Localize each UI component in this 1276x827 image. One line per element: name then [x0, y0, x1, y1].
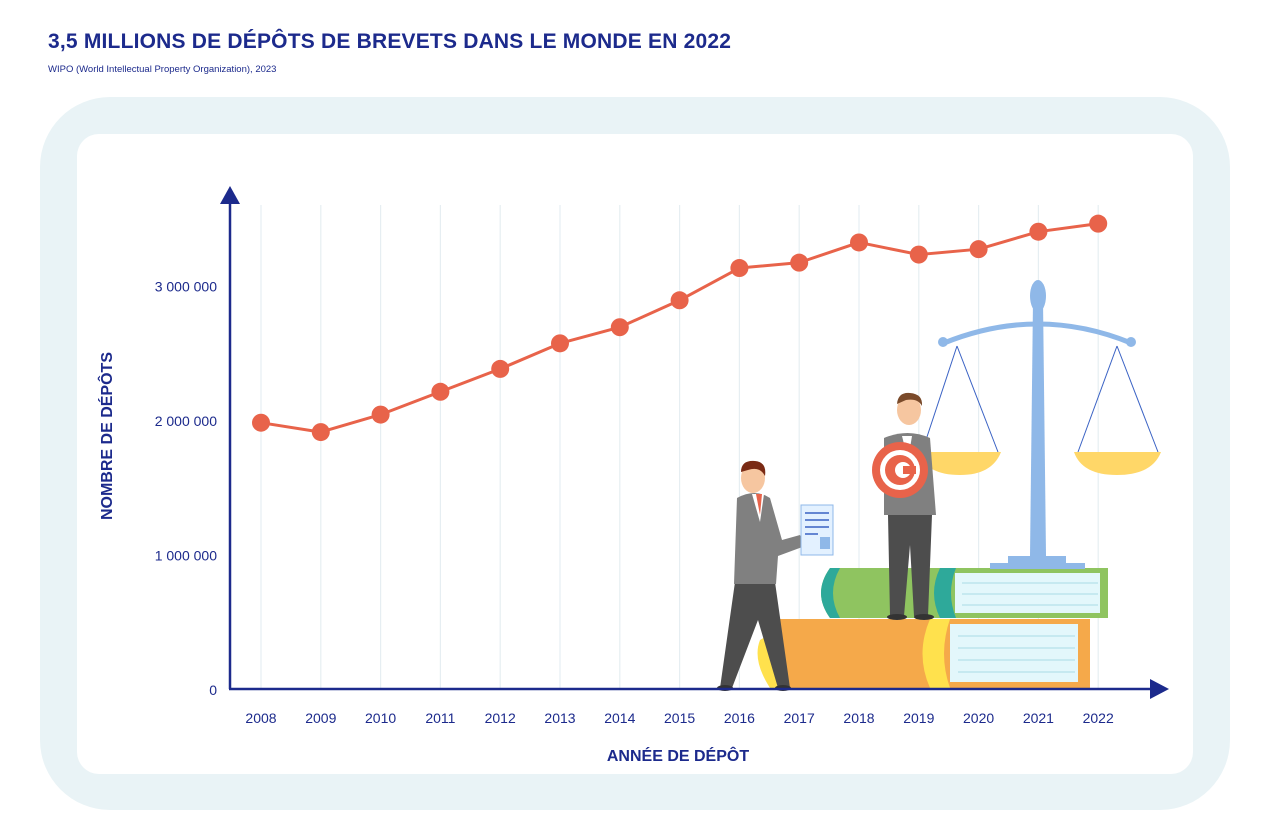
data-point [610, 318, 629, 337]
data-point [969, 240, 988, 259]
y-tick-label: 1 000 000 [155, 548, 217, 564]
y-tick-label: 3 000 000 [155, 279, 217, 295]
x-axis-arrow-icon [1150, 679, 1169, 699]
data-point [670, 291, 689, 310]
data-point [491, 359, 510, 378]
y-tick-label: 0 [209, 682, 217, 698]
data-point [1089, 214, 1108, 233]
x-tick-label: 2016 [724, 710, 755, 726]
x-tick-label: 2010 [365, 710, 396, 726]
data-point [730, 259, 749, 278]
scales-of-justice-illustration [918, 280, 1161, 569]
x-tick-label: 2020 [963, 710, 994, 726]
data-point [551, 334, 569, 353]
x-tick-label: 2022 [1083, 710, 1114, 726]
source-note: WIPO (World Intellectual Property Organi… [48, 64, 277, 75]
x-tick-label: 2015 [664, 710, 695, 726]
y-tick-labels: 0 1 000 000 2 000 000 3 000 000 [155, 279, 218, 699]
x-axis-title: ANNÉE DE DÉPÔT [607, 746, 749, 765]
data-point [311, 423, 330, 442]
businessman-with-document-illustration [717, 460, 834, 691]
x-tick-label: 2014 [604, 710, 635, 726]
x-tick-label: 2021 [1023, 710, 1054, 726]
data-point [909, 245, 928, 264]
x-tick-label: 2011 [425, 710, 455, 726]
x-tick-label: 2012 [485, 710, 516, 726]
books-illustration [757, 568, 1108, 688]
y-axis-title: NOMBRE DE DÉPÔTS [97, 352, 116, 520]
data-point [1029, 222, 1048, 241]
data-point [431, 382, 450, 401]
x-tick-label: 2013 [544, 710, 575, 726]
series-line [252, 214, 1108, 442]
data-point [790, 253, 809, 272]
x-tick-label: 2009 [305, 710, 336, 726]
page-title: 3,5 MILLIONS DE DÉPÔTS DE BREVETS DANS L… [48, 30, 732, 53]
businessman-with-copyright-illustration [872, 392, 936, 620]
x-tick-label: 2019 [903, 710, 934, 726]
x-tick-label: 2018 [843, 710, 874, 726]
x-tick-label: 2008 [245, 710, 276, 726]
axes [220, 186, 1169, 699]
y-axis-arrow-icon [220, 186, 240, 204]
x-tick-label: 2017 [784, 710, 815, 726]
data-point [252, 413, 270, 432]
x-tick-labels: 2008 2009 2010 2011 2012 2013 2014 2015 2016 2017… [245, 710, 1114, 726]
data-point [850, 233, 868, 252]
data-point [371, 405, 390, 424]
y-tick-label: 2 000 000 [155, 413, 217, 429]
